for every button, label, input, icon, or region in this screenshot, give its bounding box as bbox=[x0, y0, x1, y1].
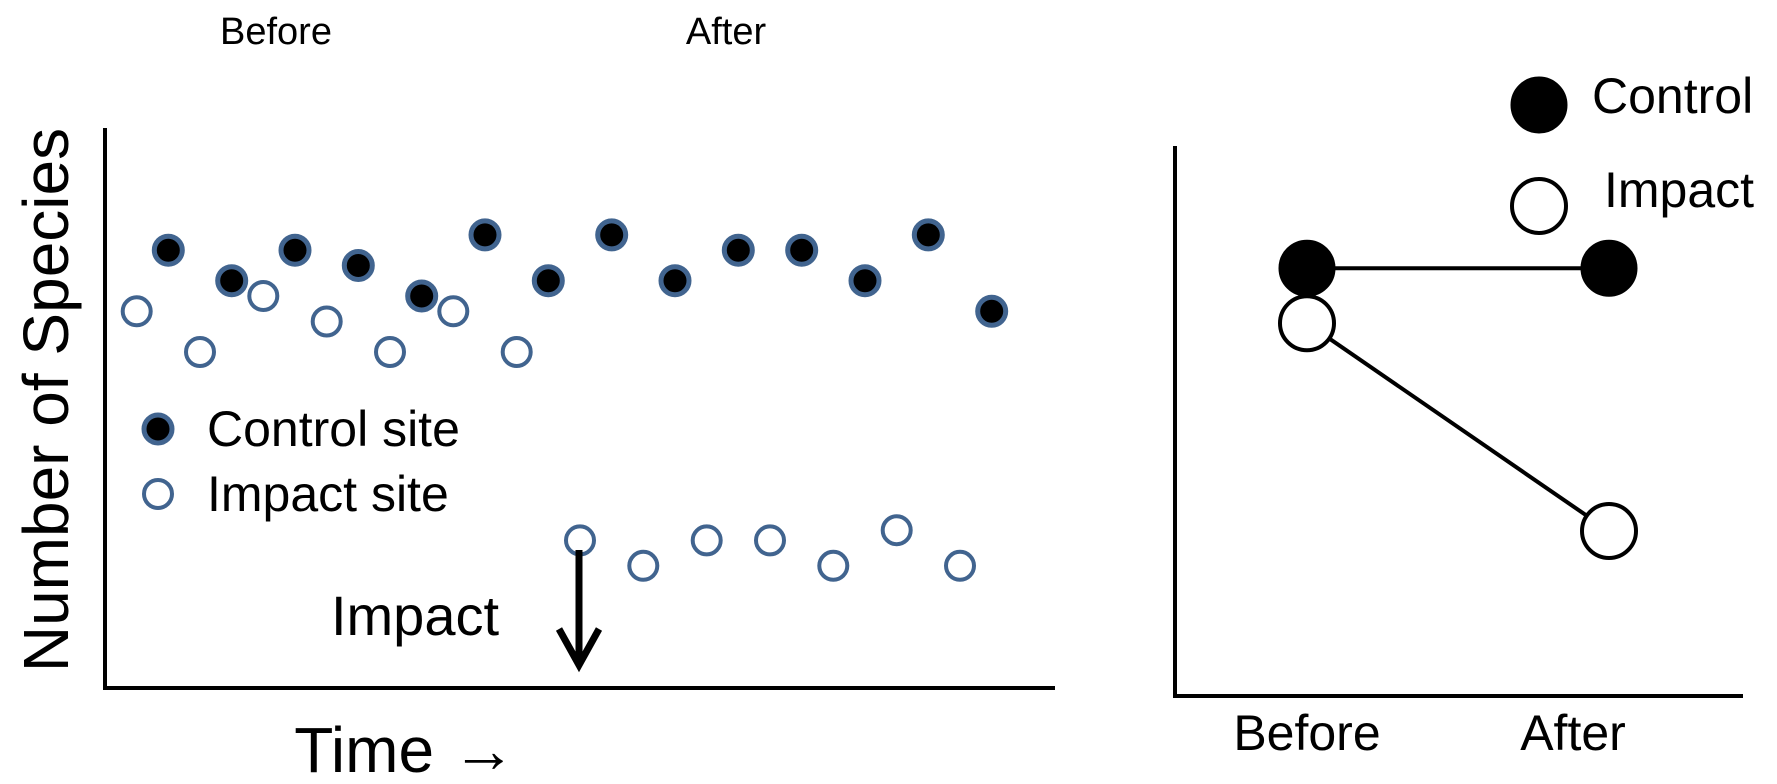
legend-control-marker bbox=[1510, 76, 1568, 134]
x-tick-after: After bbox=[1520, 705, 1626, 761]
impact-point-before bbox=[1278, 294, 1336, 353]
before-period-label: Before bbox=[220, 11, 332, 53]
impact-arrow bbox=[555, 550, 603, 673]
x-tick-before: Before bbox=[1233, 705, 1380, 761]
legend-control-site-label: Control site bbox=[207, 401, 460, 457]
control-site-point-3 bbox=[278, 233, 312, 267]
impact-site-point-9 bbox=[627, 549, 660, 582]
impact-site-point-1 bbox=[120, 295, 153, 328]
impact-site-point-3 bbox=[247, 280, 280, 312]
control-site-point-10 bbox=[721, 233, 755, 267]
right-series-points bbox=[1278, 239, 1638, 560]
control-site-point-4 bbox=[341, 249, 375, 282]
right-panel: Control Impact Before After bbox=[1173, 68, 1754, 761]
control-site-point-12 bbox=[848, 264, 882, 298]
impact-site-point-7 bbox=[500, 336, 533, 368]
control-site-point-7 bbox=[531, 264, 565, 298]
control-site-point-13 bbox=[911, 218, 945, 252]
left-scatter-points bbox=[120, 218, 1009, 582]
legend-impact-site-marker bbox=[142, 478, 174, 510]
impact-site-point-12 bbox=[817, 549, 850, 582]
impact-series-line bbox=[1305, 321, 1611, 533]
control-site-point-2 bbox=[215, 264, 249, 298]
legend-impact-marker bbox=[1510, 177, 1568, 235]
impact-site-point-11 bbox=[754, 524, 786, 557]
impact-point-after bbox=[1580, 502, 1638, 560]
impact-site-point-6 bbox=[437, 295, 470, 328]
y-axis-label: Number of Species bbox=[10, 128, 82, 672]
after-period-label: After bbox=[686, 11, 767, 53]
control-point-before bbox=[1278, 239, 1336, 297]
impact-site-point-14 bbox=[944, 549, 976, 582]
impact-site-point-10 bbox=[690, 524, 723, 557]
control-site-point-9 bbox=[658, 264, 692, 298]
impact-annotation-label: Impact bbox=[331, 584, 499, 647]
left-panel: Before After Number of Species Time → Co… bbox=[10, 11, 1055, 784]
legend-impact-label: Impact bbox=[1604, 162, 1754, 218]
control-site-point-8 bbox=[595, 218, 629, 252]
x-axis-label: Time → bbox=[294, 714, 516, 779]
right-series-lines bbox=[1305, 266, 1611, 533]
control-site-point-11 bbox=[785, 233, 819, 267]
impact-site-point-2 bbox=[184, 336, 216, 368]
control-site-point-6 bbox=[468, 218, 502, 252]
legend-control-label: Control bbox=[1592, 68, 1753, 124]
control-site-point-1 bbox=[151, 233, 185, 267]
control-point-after bbox=[1580, 239, 1638, 297]
impact-site-point-13 bbox=[880, 514, 913, 547]
impact-site-point-5 bbox=[374, 336, 406, 368]
legend-impact-site-label: Impact site bbox=[207, 466, 449, 522]
control-site-point-14 bbox=[975, 294, 1009, 328]
impact-site-point-4 bbox=[310, 305, 343, 338]
control-site-point-5 bbox=[405, 279, 439, 313]
legend-control-site-marker bbox=[141, 412, 175, 446]
